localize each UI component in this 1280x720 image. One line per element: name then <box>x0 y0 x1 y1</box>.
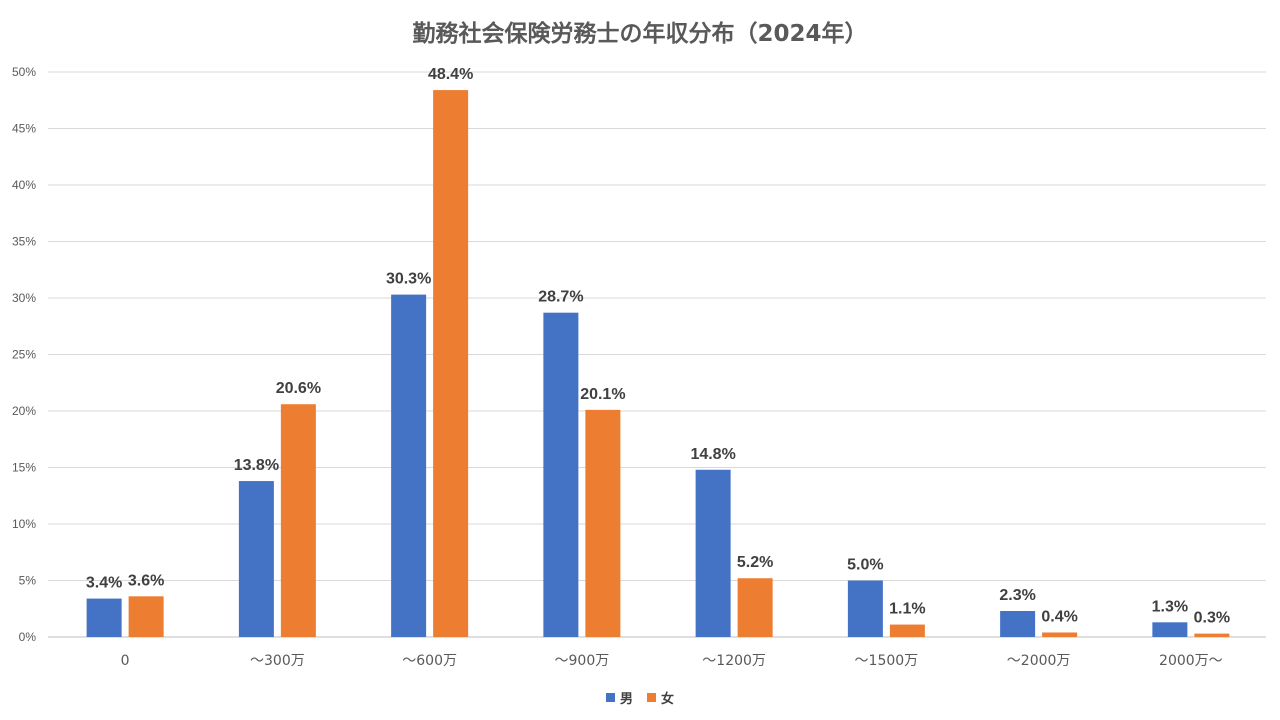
bar <box>391 294 427 637</box>
data-label: 1.3% <box>1152 598 1188 615</box>
bar <box>280 404 316 637</box>
bar <box>847 580 883 637</box>
legend-item-male: 男 <box>605 688 633 707</box>
bar <box>1000 611 1036 637</box>
y-tick-label: 45% <box>12 122 36 136</box>
data-label: 20.6% <box>276 380 321 397</box>
bar <box>128 596 164 637</box>
data-label: 48.4% <box>428 66 473 83</box>
x-tick-label: ～900万 <box>555 653 610 669</box>
data-label: 20.1% <box>580 386 625 403</box>
x-tick-label: 0 <box>121 653 130 669</box>
data-label: 3.6% <box>128 572 164 589</box>
x-tick-label: 2000万～ <box>1159 653 1223 669</box>
data-label: 30.3% <box>386 271 431 288</box>
data-label: 5.0% <box>847 557 883 574</box>
x-tick-label: ～1500万 <box>855 653 919 669</box>
y-tick-label: 30% <box>12 291 36 305</box>
y-tick-label: 20% <box>12 404 36 418</box>
legend: 男 女 <box>0 688 1280 707</box>
data-label: 3.4% <box>86 575 122 592</box>
y-tick-label: 40% <box>12 178 36 192</box>
legend-label-male: 男 <box>619 692 633 707</box>
data-label: 13.8% <box>234 457 279 474</box>
y-tick-label: 50% <box>12 65 36 79</box>
x-tick-label: ～1200万 <box>702 653 766 669</box>
bar <box>737 578 773 637</box>
y-tick-label: 10% <box>12 517 36 531</box>
data-label: 0.3% <box>1194 610 1230 627</box>
y-tick-label: 25% <box>12 348 36 362</box>
legend-swatch-male <box>605 693 615 702</box>
y-tick-label: 15% <box>12 461 36 475</box>
data-label: 1.1% <box>889 601 925 618</box>
chart-title: 勤務社会保険労務士の年収分布（2024年） <box>412 21 868 47</box>
x-tick-label: ～2000万 <box>1007 653 1071 669</box>
bar <box>238 481 274 637</box>
data-label: 2.3% <box>999 587 1035 604</box>
bar <box>86 598 122 637</box>
legend-swatch-female <box>647 693 656 702</box>
x-tick-label: ～600万 <box>402 653 457 669</box>
y-tick-label: 35% <box>12 235 36 249</box>
y-tick-label: 5% <box>19 574 37 588</box>
data-label: 0.4% <box>1041 608 1077 625</box>
data-label: 28.7% <box>538 289 583 306</box>
bar <box>1042 632 1078 637</box>
bar <box>1152 622 1188 637</box>
legend-label-female: 女 <box>661 692 675 707</box>
data-label: 5.2% <box>737 554 773 571</box>
bar <box>585 409 621 637</box>
bar <box>1194 633 1230 637</box>
y-tick-label: 0% <box>19 630 37 644</box>
x-tick-label: ～300万 <box>250 653 305 669</box>
data-label: 14.8% <box>690 446 735 463</box>
bar <box>889 624 925 637</box>
bar <box>695 469 731 637</box>
bar <box>433 90 469 637</box>
legend-item-female: 女 <box>647 688 674 707</box>
bar <box>543 312 579 637</box>
